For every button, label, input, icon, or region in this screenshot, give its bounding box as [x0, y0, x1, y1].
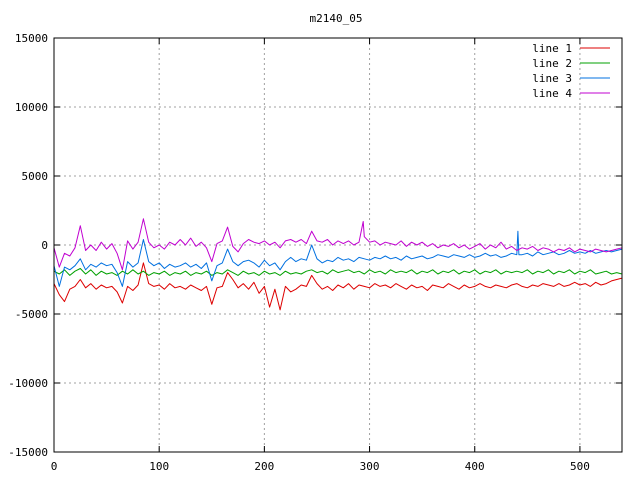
axis-ticks: 0 100 200 300 400 500 -15000 -10000 -5000 0 5000 10… — [8, 32, 622, 473]
legend: line 1 line 2 line 3 line 4 — [532, 42, 610, 100]
y-tick-label: 5000 — [22, 170, 49, 183]
y-tick-label: 0 — [41, 239, 48, 252]
series-lines — [53, 218, 623, 311]
x-tick-label: 0 — [51, 460, 58, 473]
legend-label-2: line 2 — [532, 57, 572, 70]
series-line-3 — [53, 230, 623, 287]
legend-label-1: line 1 — [532, 42, 572, 55]
x-tick-label: 100 — [149, 460, 169, 473]
x-tick-label: 500 — [570, 460, 590, 473]
x-tick-label: 300 — [360, 460, 380, 473]
y-tick-label: -5000 — [15, 308, 48, 321]
y-tick-label: 10000 — [15, 101, 48, 114]
y-tick-label: -15000 — [8, 446, 48, 459]
chart-title: m2140_05 — [310, 12, 363, 25]
legend-label-3: line 3 — [532, 72, 572, 85]
series-line-1 — [53, 262, 623, 311]
x-tick-label: 400 — [465, 460, 485, 473]
legend-label-4: line 4 — [532, 87, 572, 100]
series-line-2 — [53, 268, 623, 276]
y-tick-label: 15000 — [15, 32, 48, 45]
x-tick-label: 200 — [254, 460, 274, 473]
series-line-4 — [53, 218, 623, 271]
y-tick-label: -10000 — [8, 377, 48, 390]
